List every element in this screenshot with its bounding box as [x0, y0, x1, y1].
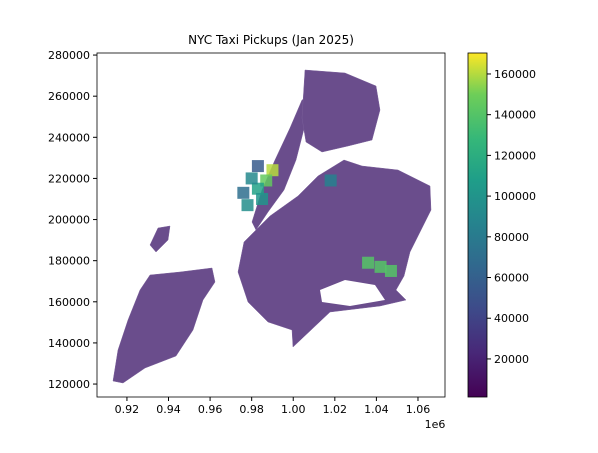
colorbar-tick-label: 100000 [494, 190, 536, 203]
y-tick-label: 240000 [48, 131, 90, 144]
y-tick-label: 120000 [48, 378, 90, 391]
zone [245, 172, 258, 185]
y-tick-label: 280000 [48, 49, 90, 62]
zone [251, 182, 264, 195]
axes-frame [96, 52, 446, 398]
zone [241, 199, 254, 212]
x-tick-label: 1.00 [281, 403, 306, 416]
staten-island [112, 267, 216, 384]
chart-title: NYC Taxi Pickups (Jan 2025) [188, 33, 354, 47]
zone [362, 256, 375, 269]
island [149, 225, 171, 253]
y-tick-label: 260000 [48, 90, 90, 103]
x-tick-label: 0.92 [115, 403, 140, 416]
colorbar [467, 52, 488, 398]
colorbar-tick-label: 60000 [494, 272, 529, 285]
y-tick-label: 180000 [48, 255, 90, 268]
colorbar-tick-label: 120000 [494, 149, 536, 162]
zone [256, 192, 269, 205]
zone [384, 264, 397, 277]
colorbar-tick-label: 20000 [494, 353, 529, 366]
x-tick-label: 0.94 [156, 403, 181, 416]
x-tick-label: 1.02 [323, 403, 348, 416]
y-tick-label: 200000 [48, 214, 90, 227]
zone [251, 160, 264, 173]
x-tick-label: 1.04 [364, 403, 389, 416]
colorbar-tick-label: 160000 [494, 68, 536, 81]
zone [374, 260, 387, 273]
colorbar-tick-label: 140000 [494, 109, 536, 122]
y-tick-label: 220000 [48, 172, 90, 185]
x-offset-label: 1e6 [425, 418, 446, 431]
y-tick-label: 140000 [48, 337, 90, 350]
zone [324, 174, 337, 187]
x-tick-label: 0.98 [239, 403, 264, 416]
zone [266, 164, 279, 177]
x-tick-label: 1.06 [406, 403, 431, 416]
colorbar-tick-label: 80000 [494, 231, 529, 244]
bronx [301, 69, 381, 153]
colorbar-tick-label: 40000 [494, 312, 529, 325]
y-tick-label: 160000 [48, 296, 90, 309]
water [320, 280, 385, 306]
x-tick-label: 0.96 [198, 403, 223, 416]
boroughs [112, 69, 432, 384]
zone [237, 186, 250, 199]
